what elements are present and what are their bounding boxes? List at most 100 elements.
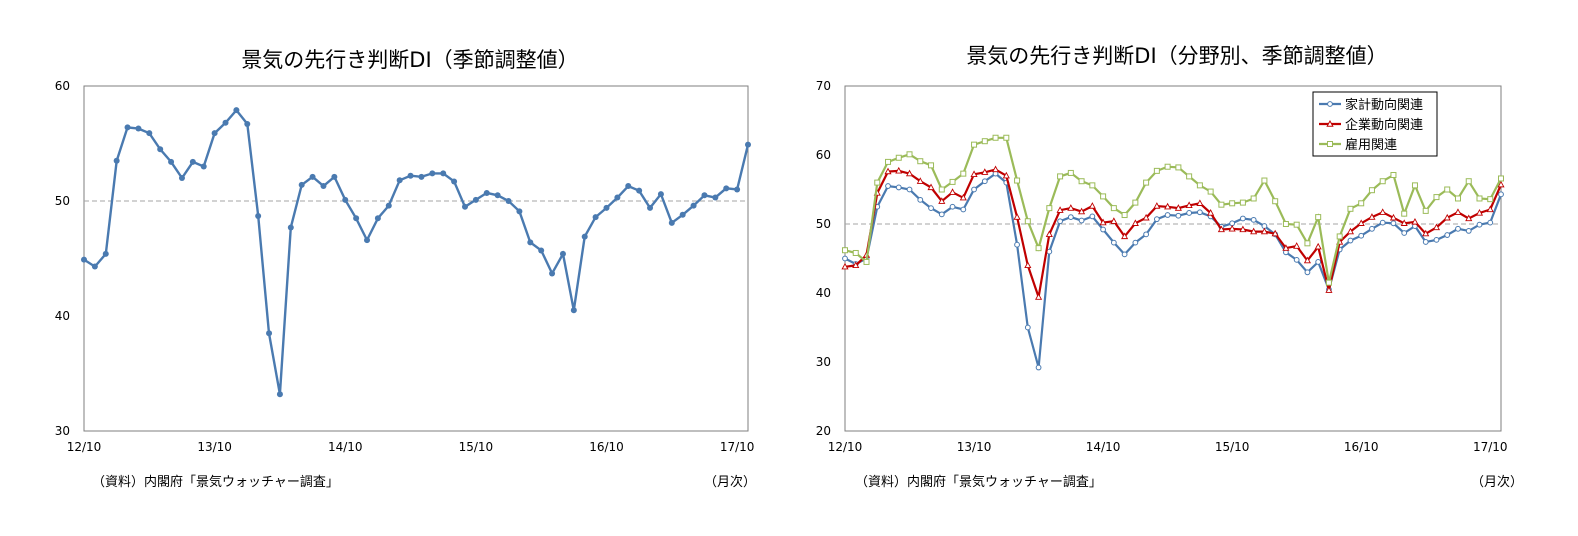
data-point — [1325, 286, 1333, 293]
data-point — [1486, 205, 1494, 213]
line-chart-by-sector: 20 30 40 50 60 70 12/10 13/10 14/10 15/10 16/10 17/… — [816, 79, 1508, 454]
data-point — [1358, 200, 1365, 207]
data-point — [1401, 230, 1408, 236]
data-point — [981, 178, 988, 185]
data-point — [549, 270, 556, 277]
source-note: （資料）内閣府「景気ウォッチャー調査」 — [855, 475, 1102, 490]
y-tick-label: 30 — [55, 424, 70, 438]
data-point — [91, 263, 98, 270]
data-point — [884, 167, 892, 175]
data-point — [1315, 214, 1322, 221]
data-point — [614, 194, 621, 201]
data-point — [1196, 209, 1203, 216]
data-point — [559, 250, 566, 257]
data-point — [1131, 219, 1139, 226]
data-point — [1164, 202, 1172, 210]
data-point — [244, 120, 251, 127]
x-tick-label: 14/10 — [1086, 440, 1121, 454]
data-point — [1411, 182, 1418, 189]
chart-panel-right: 景気の先行き判断DI（分野別、季節調整値） 20 30 40 50 60 70 12/10 1… — [789, 0, 1578, 536]
data-point — [1121, 212, 1128, 219]
data-point — [679, 211, 686, 218]
data-point — [906, 151, 913, 158]
data-point — [1088, 202, 1096, 209]
data-point — [906, 186, 913, 193]
data-point — [1379, 208, 1387, 215]
legend-label: 雇用関連 — [1345, 137, 1397, 153]
data-point — [1282, 244, 1290, 251]
data-point — [287, 224, 294, 231]
data-point — [1346, 227, 1354, 235]
x-tick-label: 13/10 — [197, 440, 232, 454]
data-point — [841, 262, 849, 270]
data-point — [1121, 232, 1129, 240]
data-point — [949, 178, 956, 185]
data-point — [842, 247, 848, 254]
data-point — [407, 172, 414, 179]
data-point — [1153, 202, 1161, 209]
source-note: （資料）内閣府「景気ウォッチャー調査」 — [92, 475, 339, 490]
line-chart-overall: 30 40 50 60 12/10 13/10 14/10 15/10 16/10 17/10 — [55, 79, 755, 454]
data-point — [1314, 242, 1322, 250]
data-point — [1476, 195, 1483, 202]
data-point — [1347, 205, 1354, 212]
data-point — [1228, 224, 1236, 232]
data-point — [146, 130, 153, 137]
data-point — [1336, 233, 1343, 240]
data-point — [1100, 226, 1106, 233]
data-point — [320, 183, 327, 190]
data-point — [927, 183, 935, 191]
y-tick-label: 20 — [816, 424, 831, 438]
data-point — [1390, 220, 1397, 227]
data-point — [592, 214, 599, 221]
x-tick-label: 17/10 — [1473, 440, 1508, 454]
data-point — [1110, 217, 1118, 224]
data-point — [905, 169, 914, 177]
data-point — [1379, 219, 1386, 226]
data-point — [1379, 178, 1386, 185]
data-point — [1261, 177, 1268, 184]
data-point — [1454, 195, 1461, 202]
data-point — [1250, 227, 1258, 235]
data-point — [102, 250, 109, 257]
data-point — [1067, 204, 1075, 211]
y-tick-label: 60 — [55, 79, 70, 93]
data-point — [1347, 237, 1354, 244]
data-point — [1433, 194, 1440, 201]
data-point — [1443, 213, 1451, 221]
data-point — [1368, 187, 1375, 194]
data-point — [1476, 221, 1483, 228]
y-tick-label: 50 — [816, 217, 831, 231]
x-tick-label: 15/10 — [459, 440, 494, 454]
y-tick-label: 70 — [816, 79, 831, 93]
data-point — [1078, 217, 1085, 224]
data-point — [1078, 207, 1086, 215]
data-point — [1100, 193, 1107, 200]
data-point — [1432, 223, 1441, 231]
data-point — [1143, 231, 1150, 238]
data-point — [885, 183, 891, 189]
data-point — [1465, 228, 1472, 234]
data-point — [178, 175, 185, 181]
data-point — [863, 258, 870, 265]
data-point — [928, 162, 935, 169]
data-point — [516, 208, 523, 215]
data-point — [1304, 269, 1311, 276]
data-point — [1487, 219, 1494, 226]
x-tick-label: 16/10 — [1344, 440, 1379, 454]
data-point — [276, 391, 283, 398]
data-point — [168, 158, 175, 165]
x-tick-label: 12/10 — [67, 440, 102, 454]
data-point — [745, 141, 751, 148]
x-tick-label: 17/10 — [720, 440, 755, 454]
data-point — [331, 173, 338, 180]
data-point — [1067, 169, 1074, 176]
data-point — [960, 206, 967, 213]
data-point — [1304, 240, 1311, 247]
data-point — [1271, 229, 1279, 237]
x-tick-label: 16/10 — [589, 440, 624, 454]
data-point — [1057, 218, 1063, 225]
series-雇用関連 — [842, 134, 1504, 286]
data-point — [200, 163, 207, 170]
data-point — [527, 239, 534, 246]
